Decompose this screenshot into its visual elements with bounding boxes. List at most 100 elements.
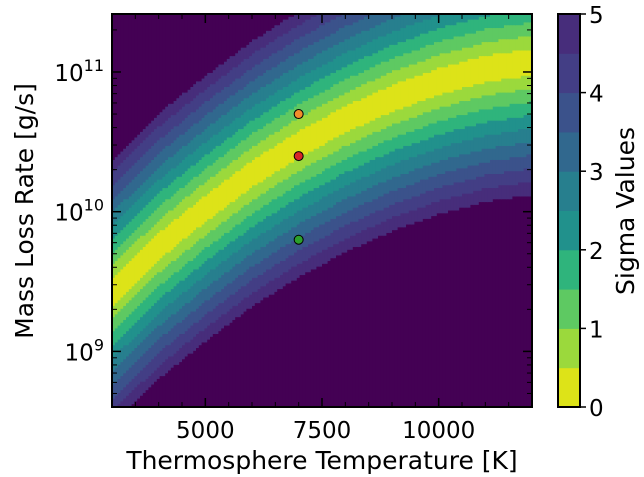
contour-cell — [232, 148, 236, 161]
contour-cell — [518, 171, 522, 184]
contour-cell — [224, 272, 228, 287]
contour-cell — [344, 131, 348, 147]
contour-cell — [425, 33, 429, 46]
contour-cell — [285, 190, 289, 206]
contour-cell — [324, 143, 329, 158]
contour-cell — [229, 216, 233, 231]
contour-cell — [176, 126, 180, 139]
contour-cell — [154, 303, 158, 318]
contour-cell — [212, 134, 217, 150]
contour-cell — [445, 159, 449, 172]
contour-cell — [285, 283, 289, 407]
contour-cell — [266, 137, 270, 153]
contour-cell — [212, 280, 217, 296]
contour-cell — [523, 196, 527, 407]
contour-cell — [501, 78, 505, 94]
contour-cell — [249, 120, 253, 136]
contour-cell — [372, 120, 376, 133]
contour-cell — [271, 294, 275, 407]
contour-cell — [506, 53, 511, 80]
contour-cell — [299, 75, 303, 91]
contour-cell — [221, 14, 225, 66]
contour-cell — [173, 325, 177, 341]
contour-cell — [319, 159, 323, 175]
contour-cell — [134, 348, 138, 363]
contour-cell — [403, 227, 407, 407]
contour-cell — [114, 207, 119, 223]
contour-cell — [156, 286, 161, 301]
contour-cell — [352, 154, 357, 169]
contour-cell — [445, 120, 449, 133]
contour-cell — [260, 207, 264, 223]
contour-cell — [114, 182, 119, 198]
contour-cell — [324, 36, 329, 52]
contour-cell — [263, 112, 267, 127]
contour-cell — [456, 182, 460, 198]
contour-cell — [313, 241, 317, 257]
contour-cell — [431, 190, 435, 203]
contour-cell — [148, 241, 152, 271]
contour-cell — [280, 275, 284, 290]
contour-cell — [347, 14, 351, 26]
contour-cell — [361, 204, 365, 220]
contour-cell — [218, 331, 222, 407]
contour-cell — [408, 131, 413, 147]
contour-cell — [128, 300, 133, 315]
contour-cell — [184, 14, 189, 94]
contour-cell — [224, 126, 228, 141]
contour-cell — [383, 168, 387, 184]
contour-cell — [372, 67, 376, 82]
contour-cell — [302, 221, 306, 237]
contour-cell — [120, 14, 124, 153]
contour-cell — [316, 202, 320, 214]
contour-cell — [212, 95, 217, 111]
contour-cell — [296, 210, 301, 226]
contour-cell — [218, 131, 222, 147]
contour-cell — [117, 339, 121, 352]
contour-cell — [291, 109, 295, 122]
contour-cell — [218, 117, 222, 133]
contour-cell — [453, 117, 457, 130]
contour-cell — [254, 277, 259, 293]
contour-cell — [235, 252, 239, 265]
contour-cell — [383, 36, 387, 49]
contour-cell — [168, 14, 172, 105]
contour-cell — [478, 151, 483, 164]
contour-cell — [126, 291, 130, 304]
contour-cell — [386, 33, 390, 49]
contour-cell — [168, 171, 172, 186]
contour-cell — [112, 370, 116, 386]
contour-cell — [501, 199, 505, 407]
contour-cell — [400, 227, 404, 407]
contour-cell — [487, 188, 491, 203]
contour-cell — [383, 182, 387, 195]
contour-cell — [294, 39, 298, 54]
contour-cell — [128, 143, 133, 155]
contour-cell — [173, 14, 177, 102]
contour-cell — [504, 14, 508, 26]
contour-cell — [145, 190, 149, 206]
contour-cell — [117, 350, 121, 366]
contour-cell — [128, 328, 133, 344]
contour-cell — [162, 162, 166, 178]
contour-cell — [140, 14, 144, 133]
contour-cell — [459, 101, 463, 116]
contour-cell — [190, 325, 194, 341]
contour-cell — [492, 159, 497, 175]
contour-cell — [117, 193, 121, 206]
contour-cell — [282, 232, 287, 248]
contour-cell — [120, 401, 124, 407]
contour-cell — [498, 92, 502, 108]
contour-cell — [501, 145, 505, 161]
contour-cell — [473, 98, 477, 113]
contour-cell — [310, 109, 315, 125]
contour-cell — [509, 78, 513, 94]
contour-cell — [257, 14, 261, 38]
contour-cell — [414, 182, 418, 198]
contour-cell — [383, 235, 387, 407]
contour-cell — [310, 70, 315, 85]
contour-cell — [187, 14, 191, 91]
contour-cell — [151, 319, 155, 332]
contour-cell — [434, 56, 438, 71]
contour-cell — [207, 218, 211, 234]
